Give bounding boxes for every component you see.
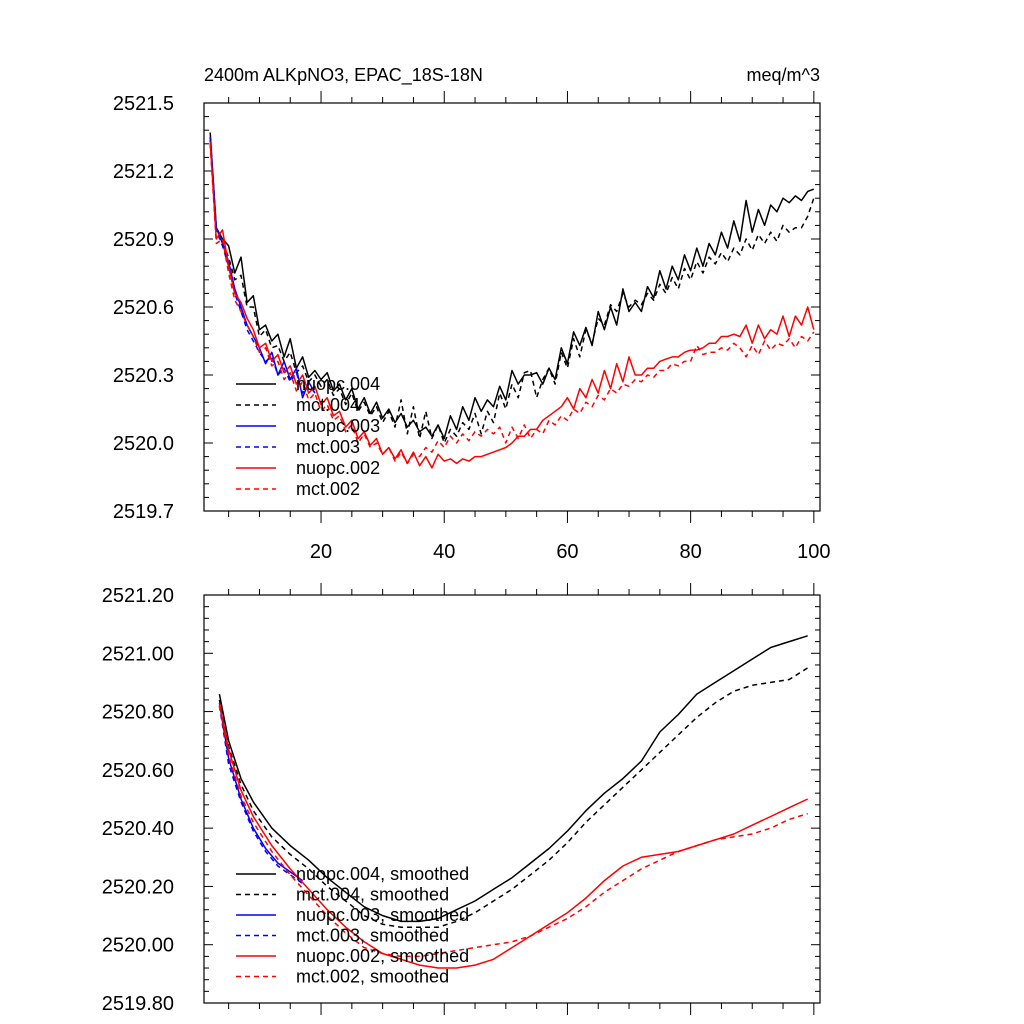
series-line-mct-002-smoothed [218,705,808,958]
y-tick-label: 2521.2 [113,161,174,183]
y-tick-label: 2520.6 [113,297,174,319]
legend-label-mct-002: mct.002 [296,479,360,499]
top-chart-panel: 2400m ALKpNO3, EPAC_18S-18N meq/m^3 2519… [113,65,831,563]
legend-label-nuopc-002-smoothed: nuopc.002, smoothed [296,946,469,966]
legend-label-mct-002-smoothed: mct.002, smoothed [296,967,449,987]
x-tick-label: 100 [797,541,830,563]
y-tick-label: 2520.60 [102,760,174,782]
series-line-nuopc-004 [209,132,815,440]
plot-frame [203,594,821,1004]
y-tick-label: 2520.20 [102,876,174,898]
legend-label-mct-003-smoothed: mct.003, smoothed [296,926,449,946]
legend-label-mct-004-smoothed: mct.004, smoothed [296,885,449,905]
legend-label-nuopc-004-smoothed: nuopc.004, smoothed [296,864,469,884]
chart-title: 2400m ALKpNO3, EPAC_18S-18N [204,65,483,86]
y-tick-label: 2520.80 [102,702,174,724]
series-line-nuopc-003-smoothed [218,702,304,882]
y-tick-label: 2521.00 [102,643,174,665]
legend-label-mct-004: mct.004 [296,395,360,415]
y-tick-label: 2520.9 [113,229,174,251]
series-line-mct-004-smoothed [218,667,809,928]
legend-label-nuopc-003-smoothed: nuopc.003, smoothed [296,905,469,925]
legend-label-nuopc-003: nuopc.003 [296,416,380,436]
series-line-nuopc-004-smoothed [218,635,808,923]
x-tick-label: 80 [680,541,702,563]
legend-label-mct-003: mct.003 [296,437,360,457]
y-tick-label: 2520.40 [102,818,174,840]
series-line-mct-003-smoothed [218,705,304,885]
series-line-nuopc-003 [209,136,316,399]
y-tick-label: 2519.7 [113,501,174,523]
legend-label-nuopc-004: nuopc.004 [296,374,380,394]
legend-label-nuopc-002: nuopc.002 [296,458,380,478]
chart-units: meq/m^3 [747,65,820,85]
y-tick-label: 2521.5 [113,93,174,115]
series-line-mct-002 [209,143,815,465]
y-tick-label: 2520.0 [113,433,174,455]
y-tick-label: 2520.00 [102,935,174,957]
y-tick-label: 2520.3 [113,365,174,387]
x-tick-label: 40 [433,541,455,563]
series-line-nuopc-002 [209,141,815,469]
y-tick-label: 2521.20 [102,585,174,607]
bottom-chart-panel: 2519.80 2520.00 2520.20 2520.40 2520.60 2520.… [102,583,821,1015]
x-tick-label: 20 [310,541,332,563]
series-line-mct-004 [209,136,815,444]
x-tick-label: 60 [556,541,578,563]
y-tick-label: 2519.80 [102,993,174,1015]
